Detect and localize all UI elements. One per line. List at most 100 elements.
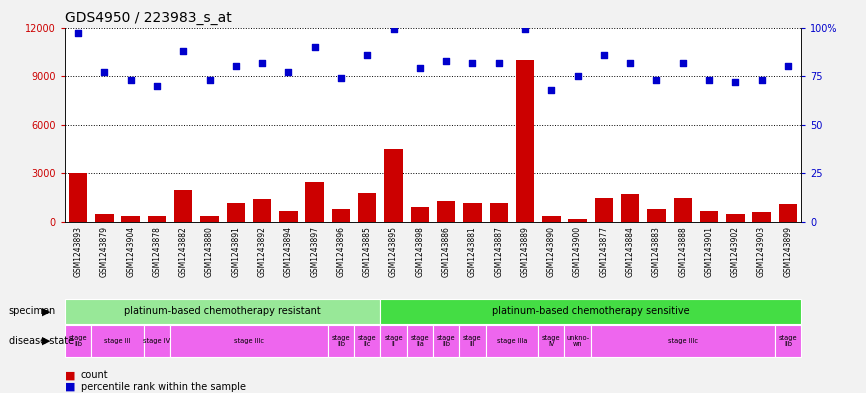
Bar — [775, 325, 801, 357]
Point — [702, 77, 716, 83]
Bar — [595, 198, 613, 222]
Text: stage
IIb: stage IIb — [68, 335, 87, 347]
Text: GSM1243882: GSM1243882 — [178, 226, 188, 277]
Point — [624, 59, 637, 66]
Bar — [516, 60, 534, 222]
Text: GSM1243902: GSM1243902 — [731, 226, 740, 277]
Text: GSM1243893: GSM1243893 — [74, 226, 82, 277]
Text: GSM1243903: GSM1243903 — [757, 226, 766, 277]
Bar — [591, 325, 775, 357]
Text: stage
IIb: stage IIb — [779, 335, 798, 347]
Text: GSM1243900: GSM1243900 — [573, 226, 582, 277]
Bar — [328, 325, 354, 357]
Bar — [726, 214, 745, 222]
Point — [518, 26, 532, 33]
Bar — [279, 211, 298, 222]
Bar — [69, 173, 87, 222]
Bar — [753, 212, 771, 222]
Text: GSM1243879: GSM1243879 — [100, 226, 109, 277]
Bar — [385, 149, 403, 222]
Text: stage IIIc: stage IIIc — [668, 338, 698, 344]
Point — [203, 77, 216, 83]
Bar — [621, 195, 639, 222]
Bar — [486, 325, 538, 357]
Bar — [144, 325, 170, 357]
Bar — [459, 325, 486, 357]
Bar — [538, 325, 565, 357]
Point — [229, 63, 242, 70]
Point — [71, 30, 85, 37]
Text: GSM1243887: GSM1243887 — [494, 226, 503, 277]
Bar — [170, 325, 328, 357]
Bar — [565, 325, 591, 357]
Bar — [354, 325, 380, 357]
Text: GSM1243898: GSM1243898 — [416, 226, 424, 277]
Text: GDS4950 / 223983_s_at: GDS4950 / 223983_s_at — [65, 11, 232, 25]
Point — [98, 69, 112, 75]
Text: GSM1243877: GSM1243877 — [599, 226, 609, 277]
Point — [150, 83, 164, 89]
Text: GSM1243904: GSM1243904 — [126, 226, 135, 277]
Text: GSM1243878: GSM1243878 — [152, 226, 161, 277]
Text: GSM1243896: GSM1243896 — [337, 226, 346, 277]
Text: GSM1243899: GSM1243899 — [784, 226, 792, 277]
Bar — [65, 325, 91, 357]
Bar — [700, 211, 718, 222]
Point — [439, 57, 453, 64]
Point — [386, 26, 400, 33]
Point — [597, 51, 611, 58]
Text: specimen: specimen — [9, 307, 56, 316]
Text: ■: ■ — [65, 370, 75, 380]
Text: disease state: disease state — [9, 336, 74, 346]
Point — [360, 51, 374, 58]
Text: ▶: ▶ — [42, 307, 50, 316]
Bar — [380, 299, 801, 324]
Bar — [779, 204, 797, 222]
Bar — [380, 325, 407, 357]
Text: stage IIIa: stage IIIa — [496, 338, 527, 344]
Text: GSM1243892: GSM1243892 — [257, 226, 267, 277]
Text: ▶: ▶ — [42, 336, 50, 346]
Text: stage
IIc: stage IIc — [358, 335, 377, 347]
Text: ■: ■ — [65, 382, 75, 392]
Bar — [542, 217, 560, 222]
Bar — [148, 217, 166, 222]
Text: GSM1243883: GSM1243883 — [652, 226, 661, 277]
Text: platinum-based chemotherapy sensitive: platinum-based chemotherapy sensitive — [492, 307, 689, 316]
Point — [754, 77, 768, 83]
Point — [728, 79, 742, 85]
Point — [650, 77, 663, 83]
Text: GSM1243885: GSM1243885 — [363, 226, 372, 277]
Text: stage
IV: stage IV — [542, 335, 560, 347]
Bar — [568, 219, 587, 222]
Bar — [407, 325, 433, 357]
Point — [413, 65, 427, 72]
Point — [571, 73, 585, 79]
Bar — [332, 209, 350, 222]
Point — [255, 59, 269, 66]
Text: stage IV: stage IV — [144, 338, 171, 344]
Text: stage
IIb: stage IIb — [436, 335, 456, 347]
Text: GSM1243880: GSM1243880 — [205, 226, 214, 277]
Point — [781, 63, 795, 70]
Bar — [306, 182, 324, 222]
Bar — [489, 203, 508, 222]
Text: platinum-based chemotherapy resistant: platinum-based chemotherapy resistant — [125, 307, 321, 316]
Point — [675, 59, 689, 66]
Text: GSM1243888: GSM1243888 — [678, 226, 688, 277]
Text: GSM1243897: GSM1243897 — [310, 226, 320, 277]
Point — [492, 59, 506, 66]
Bar — [65, 299, 380, 324]
Bar — [358, 193, 377, 222]
Text: stage III: stage III — [104, 338, 131, 344]
Text: stage
IIb: stage IIb — [332, 335, 351, 347]
Bar — [227, 203, 245, 222]
Point — [545, 86, 559, 93]
Bar — [674, 198, 692, 222]
Text: stage
IIa: stage IIa — [410, 335, 430, 347]
Text: GSM1243881: GSM1243881 — [468, 226, 477, 277]
Text: GSM1243891: GSM1243891 — [231, 226, 241, 277]
Bar — [91, 325, 144, 357]
Bar — [463, 203, 481, 222]
Bar — [647, 209, 666, 222]
